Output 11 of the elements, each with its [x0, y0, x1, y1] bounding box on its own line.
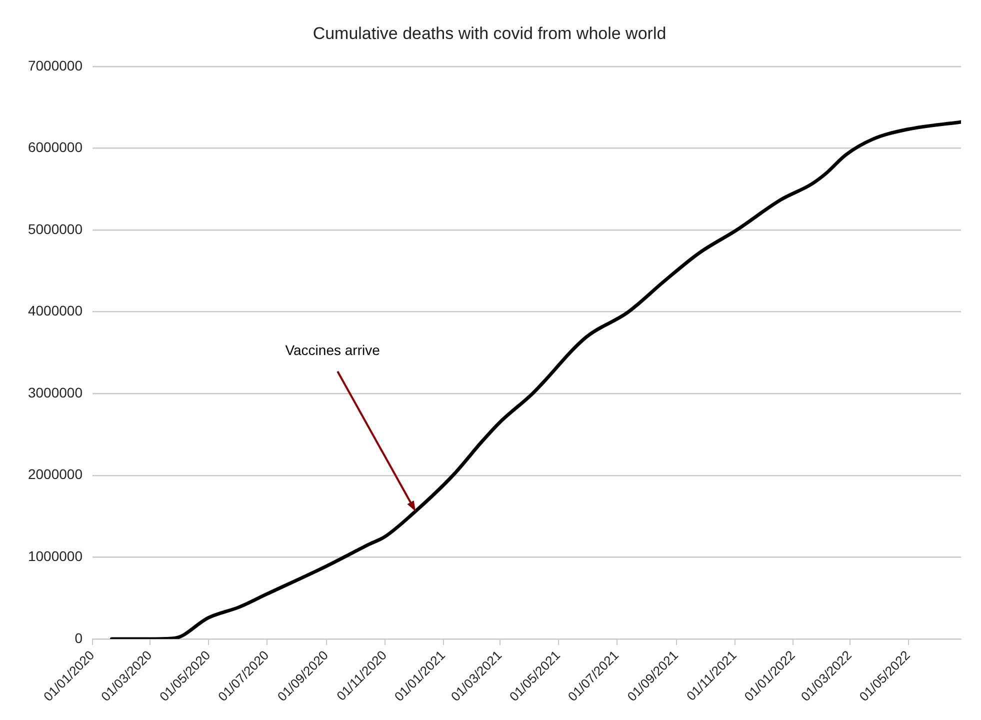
y-tick-label: 2000000: [28, 466, 83, 482]
y-tick-label: 3000000: [28, 384, 83, 400]
y-tick-label: 4000000: [28, 302, 83, 319]
y-tick-label: 5000000: [28, 220, 83, 237]
y-tick-label: 6000000: [28, 139, 83, 156]
annotation: Vaccines arrive: [285, 342, 380, 358]
y-tick-label: 0: [74, 630, 83, 646]
y-tick-label: 1000000: [28, 548, 83, 564]
chart-title: Cumulative deaths with covid from whole world: [312, 24, 666, 43]
y-tick-label: 7000000: [28, 57, 83, 74]
line-series: [110, 120, 961, 639]
